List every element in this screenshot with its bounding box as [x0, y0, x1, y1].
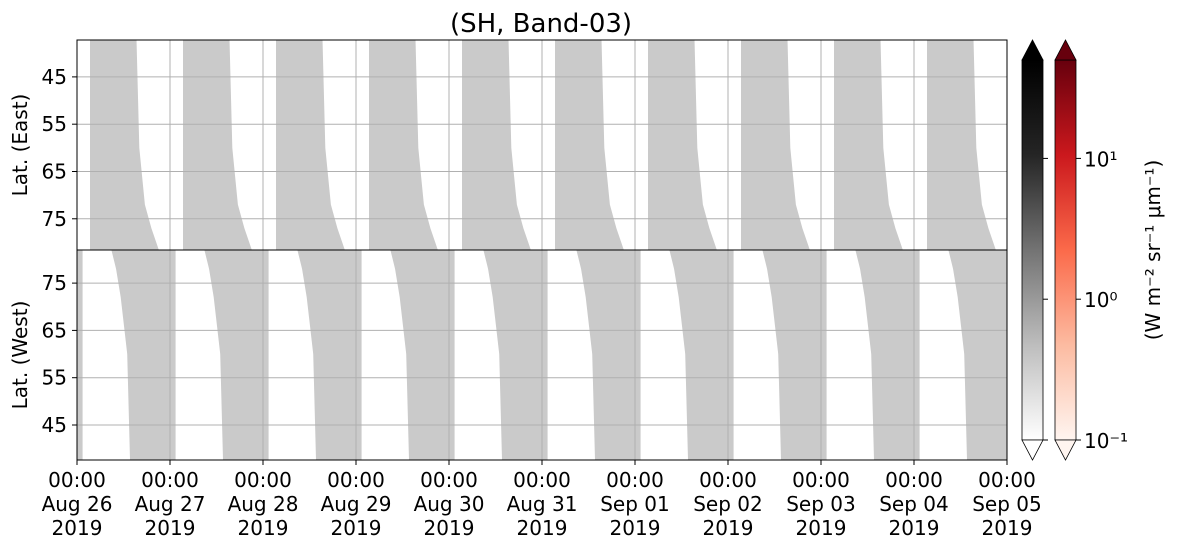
- colorbar-label: (W m⁻² sr⁻¹ μm⁻¹): [1141, 160, 1165, 341]
- colorbar-extend-max: [1021, 39, 1044, 61]
- chart-title: (SH, Band-03): [450, 9, 632, 39]
- colorbar: [1021, 59, 1044, 441]
- y-tick-label: 45: [42, 65, 67, 89]
- y-tick-label: 65: [42, 318, 67, 342]
- swath: [927, 40, 996, 250]
- x-tick-label: 00:00 Aug 29 2019: [321, 468, 392, 540]
- swath: [669, 250, 734, 460]
- colorbar-tick-label: 10¹: [1084, 147, 1117, 171]
- swath: [276, 40, 345, 250]
- swath: [855, 250, 920, 460]
- colorbar-extend-min: [1054, 439, 1077, 461]
- y-tick-label: 65: [42, 159, 67, 183]
- x-tick-label: 00:00 Sep 01 2019: [600, 468, 670, 540]
- y-axis-label: Lat. (East): [8, 94, 32, 197]
- swath: [762, 250, 827, 460]
- x-tick-label: 00:00 Aug 26 2019: [42, 468, 113, 540]
- y-tick-label: 55: [42, 112, 67, 136]
- x-tick-label: 00:00 Sep 04 2019: [879, 468, 949, 540]
- y-tick-label: 75: [42, 207, 67, 231]
- x-tick-label: 00:00 Sep 02 2019: [693, 468, 763, 540]
- swath: [576, 250, 641, 460]
- swath: [555, 40, 624, 250]
- x-tick-label: 00:00 Sep 05 2019: [972, 468, 1042, 540]
- x-tick-label: 00:00 Aug 27 2019: [135, 468, 206, 540]
- swath: [369, 40, 438, 250]
- colorbar-extend-max: [1054, 39, 1077, 61]
- swath: [183, 40, 252, 250]
- x-tick-label: 00:00 Sep 03 2019: [786, 468, 856, 540]
- panel: [90, 40, 996, 250]
- swath: [741, 40, 810, 250]
- swath: [77, 250, 83, 460]
- colorbar-extend-min: [1021, 439, 1044, 461]
- y-tick-label: 45: [42, 413, 67, 437]
- x-tick-label: 00:00 Aug 30 2019: [414, 468, 485, 540]
- y-tick-label: 55: [42, 366, 67, 390]
- swath: [648, 40, 717, 250]
- swath: [204, 250, 269, 460]
- panel: [77, 250, 1007, 460]
- swath: [390, 250, 455, 460]
- swath: [834, 40, 903, 250]
- y-axis-label: Lat. (West): [8, 301, 32, 410]
- x-tick-label: 00:00 Aug 31 2019: [507, 468, 578, 540]
- y-tick-label: 75: [42, 271, 67, 295]
- swath: [948, 250, 1007, 460]
- x-tick-label: 00:00 Aug 28 2019: [228, 468, 299, 540]
- swath: [483, 250, 548, 460]
- colorbar-tick-label: 10⁰: [1084, 288, 1117, 312]
- colorbar: [1054, 59, 1077, 441]
- swath: [111, 250, 176, 460]
- swath: [297, 250, 362, 460]
- swath: [90, 40, 159, 250]
- swath: [462, 40, 531, 250]
- colorbar-tick-label: 10⁻¹: [1084, 429, 1128, 453]
